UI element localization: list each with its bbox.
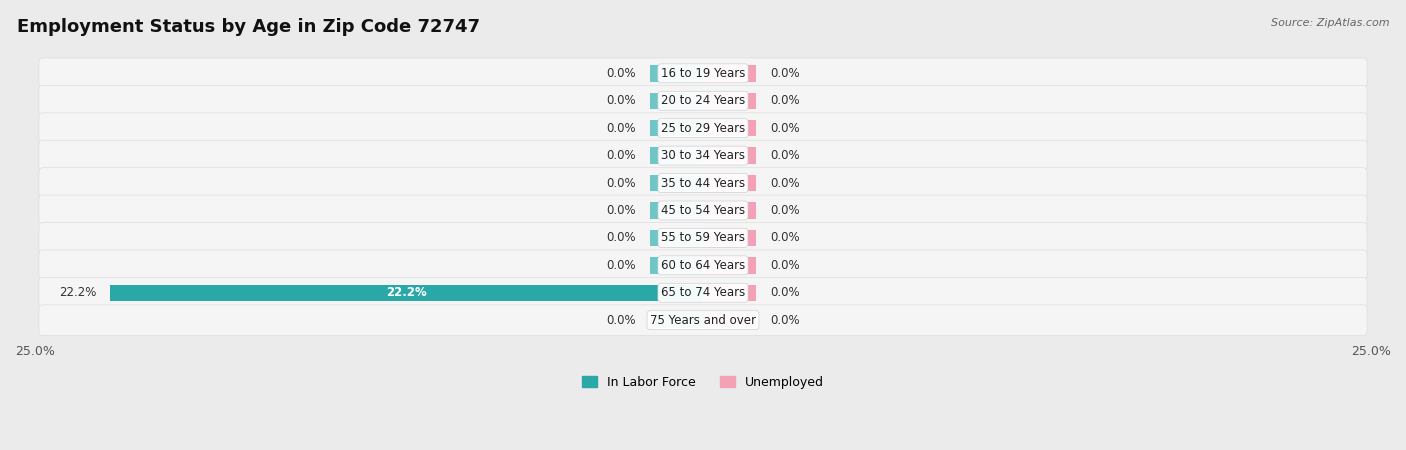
Text: 16 to 19 Years: 16 to 19 Years [661, 67, 745, 80]
Text: 0.0%: 0.0% [770, 286, 800, 299]
Bar [703, 257, 756, 274]
Text: 0.0%: 0.0% [770, 314, 800, 327]
Text: 20 to 24 Years: 20 to 24 Years [661, 94, 745, 107]
Text: 22.2%: 22.2% [387, 286, 427, 299]
Text: 0.0%: 0.0% [770, 149, 800, 162]
Bar [650, 120, 703, 136]
Text: 0.0%: 0.0% [606, 67, 636, 80]
Bar [650, 257, 703, 274]
Text: Employment Status by Age in Zip Code 72747: Employment Status by Age in Zip Code 727… [17, 18, 479, 36]
Text: 22.2%: 22.2% [59, 286, 97, 299]
Bar [650, 312, 703, 328]
Bar [650, 93, 703, 109]
Text: 0.0%: 0.0% [770, 259, 800, 272]
Text: 0.0%: 0.0% [606, 314, 636, 327]
Text: 0.0%: 0.0% [606, 94, 636, 107]
Bar [110, 284, 703, 301]
Text: 0.0%: 0.0% [770, 122, 800, 135]
Text: 0.0%: 0.0% [606, 149, 636, 162]
FancyBboxPatch shape [39, 305, 1367, 336]
Text: 0.0%: 0.0% [606, 122, 636, 135]
FancyBboxPatch shape [39, 195, 1367, 226]
FancyBboxPatch shape [39, 250, 1367, 281]
FancyBboxPatch shape [39, 223, 1367, 253]
Bar [650, 148, 703, 164]
Text: 25 to 29 Years: 25 to 29 Years [661, 122, 745, 135]
Text: 0.0%: 0.0% [606, 231, 636, 244]
Bar [703, 65, 756, 81]
Bar [703, 175, 756, 191]
Text: 55 to 59 Years: 55 to 59 Years [661, 231, 745, 244]
Text: 0.0%: 0.0% [606, 259, 636, 272]
Text: 0.0%: 0.0% [606, 176, 636, 189]
FancyBboxPatch shape [39, 58, 1367, 89]
Bar [650, 65, 703, 81]
Text: Source: ZipAtlas.com: Source: ZipAtlas.com [1271, 18, 1389, 28]
Bar [703, 148, 756, 164]
Bar [650, 175, 703, 191]
Bar [703, 312, 756, 328]
Text: 45 to 54 Years: 45 to 54 Years [661, 204, 745, 217]
Bar [703, 93, 756, 109]
Legend: In Labor Force, Unemployed: In Labor Force, Unemployed [576, 371, 830, 394]
Text: 0.0%: 0.0% [606, 204, 636, 217]
Text: 65 to 74 Years: 65 to 74 Years [661, 286, 745, 299]
Text: 0.0%: 0.0% [770, 176, 800, 189]
Bar [650, 202, 703, 219]
FancyBboxPatch shape [39, 277, 1367, 308]
Text: 75 Years and over: 75 Years and over [650, 314, 756, 327]
Bar [703, 284, 756, 301]
Bar [703, 120, 756, 136]
FancyBboxPatch shape [39, 86, 1367, 116]
Bar [650, 230, 703, 246]
Text: 35 to 44 Years: 35 to 44 Years [661, 176, 745, 189]
Bar [703, 202, 756, 219]
FancyBboxPatch shape [39, 140, 1367, 171]
Text: 0.0%: 0.0% [770, 67, 800, 80]
Text: 0.0%: 0.0% [770, 94, 800, 107]
Bar [703, 230, 756, 246]
Text: 0.0%: 0.0% [770, 204, 800, 217]
Text: 60 to 64 Years: 60 to 64 Years [661, 259, 745, 272]
Text: 0.0%: 0.0% [770, 231, 800, 244]
Text: 30 to 34 Years: 30 to 34 Years [661, 149, 745, 162]
FancyBboxPatch shape [39, 113, 1367, 144]
FancyBboxPatch shape [39, 168, 1367, 198]
